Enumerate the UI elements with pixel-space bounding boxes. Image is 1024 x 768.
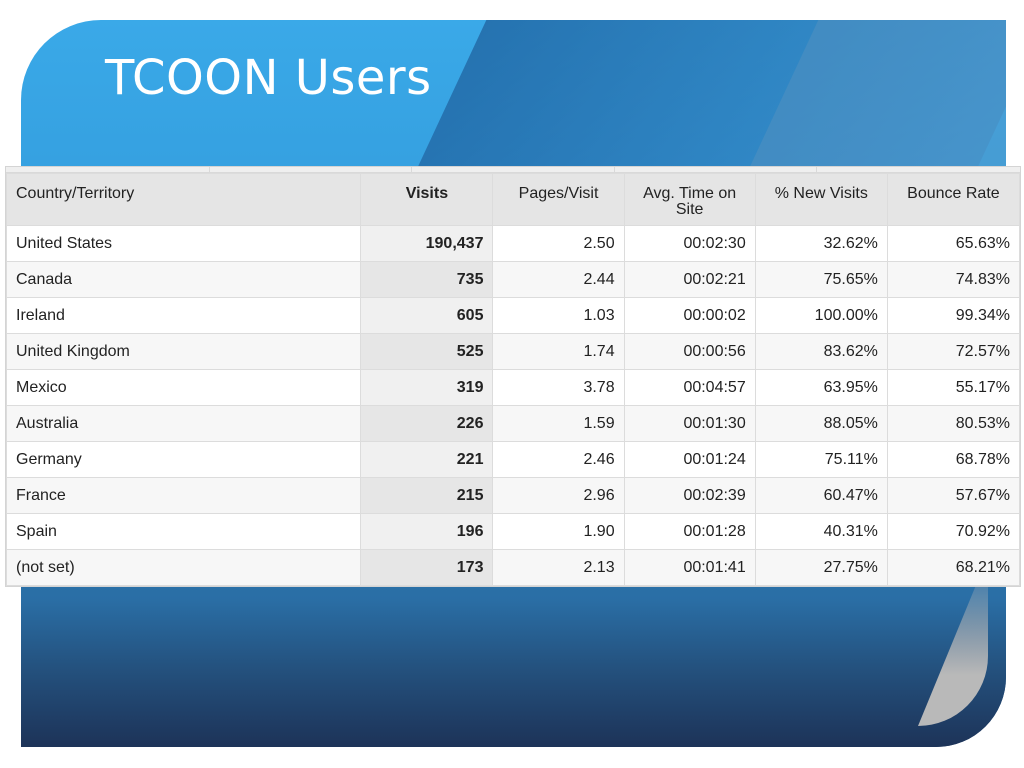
column-header-avg-time[interactable]: Avg. Time on Site xyxy=(623,173,756,226)
cell-avg-time: 00:02:39 xyxy=(623,477,756,514)
cell-avg-time: 00:01:30 xyxy=(623,405,756,442)
cell-pages-per-visit: 2.44 xyxy=(492,261,625,298)
cell-pages-per-visit: 1.59 xyxy=(492,405,625,442)
cell-visits: 215 xyxy=(360,477,494,514)
cell-visits: 735 xyxy=(360,261,494,298)
cell-avg-time: 00:02:30 xyxy=(623,225,756,262)
cell-visits: 226 xyxy=(360,405,494,442)
cell-visits: 196 xyxy=(360,513,494,550)
column-header-country[interactable]: Country/Territory xyxy=(5,173,362,226)
cell-country: Australia xyxy=(5,405,362,442)
cell-country: Canada xyxy=(5,261,362,298)
cell-pages-per-visit: 1.90 xyxy=(492,513,625,550)
table-row: Ireland 605 1.03 00:00:02 100.00% 99.34% xyxy=(5,297,1021,334)
cell-new-visits: 100.00% xyxy=(754,297,888,334)
cell-visits: 190,437 xyxy=(360,225,494,262)
cell-bounce-rate: 55.17% xyxy=(886,369,1021,406)
table-row: United States 190,437 2.50 00:02:30 32.6… xyxy=(5,225,1021,262)
country-visits-table: Country/Territory Visits Pages/Visit Avg… xyxy=(5,173,1021,586)
table-header-row: Country/Territory Visits Pages/Visit Avg… xyxy=(5,173,1021,226)
table-top-strip xyxy=(6,167,1020,173)
cell-new-visits: 40.31% xyxy=(754,513,888,550)
cell-bounce-rate: 70.92% xyxy=(886,513,1021,550)
cell-pages-per-visit: 1.74 xyxy=(492,333,625,370)
cell-avg-time: 00:02:21 xyxy=(623,261,756,298)
table-row: Australia 226 1.59 00:01:30 88.05% 80.53… xyxy=(5,405,1021,442)
cell-pages-per-visit: 2.46 xyxy=(492,441,625,478)
table-row: Spain 196 1.90 00:01:28 40.31% 70.92% xyxy=(5,513,1021,550)
slide-title: TCOON Users xyxy=(105,50,432,106)
table-row: United Kingdom 525 1.74 00:00:56 83.62% … xyxy=(5,333,1021,370)
table-row: Germany 221 2.46 00:01:24 75.11% 68.78% xyxy=(5,441,1021,478)
cell-visits: 173 xyxy=(360,549,494,586)
cell-avg-time: 00:04:57 xyxy=(623,369,756,406)
cell-avg-time: 00:01:24 xyxy=(623,441,756,478)
cell-country: (not set) xyxy=(5,549,362,586)
cell-country: Ireland xyxy=(5,297,362,334)
cell-visits: 319 xyxy=(360,369,494,406)
cell-visits: 221 xyxy=(360,441,494,478)
cell-new-visits: 27.75% xyxy=(754,549,888,586)
cell-avg-time: 00:00:02 xyxy=(623,297,756,334)
cell-bounce-rate: 72.57% xyxy=(886,333,1021,370)
column-header-bounce-rate[interactable]: Bounce Rate xyxy=(886,173,1021,226)
cell-new-visits: 32.62% xyxy=(754,225,888,262)
cell-visits: 605 xyxy=(360,297,494,334)
cell-avg-time: 00:01:41 xyxy=(623,549,756,586)
cell-new-visits: 63.95% xyxy=(754,369,888,406)
cell-bounce-rate: 99.34% xyxy=(886,297,1021,334)
table-row: (not set) 173 2.13 00:01:41 27.75% 68.21… xyxy=(5,549,1021,586)
table-row: Canada 735 2.44 00:02:21 75.65% 74.83% xyxy=(5,261,1021,298)
column-header-new-visits[interactable]: % New Visits xyxy=(754,173,888,226)
table-row: Mexico 319 3.78 00:04:57 63.95% 55.17% xyxy=(5,369,1021,406)
column-header-pages-per-visit[interactable]: Pages/Visit xyxy=(492,173,625,226)
analytics-table-container: Country/Territory Visits Pages/Visit Avg… xyxy=(5,166,1021,587)
cell-visits: 525 xyxy=(360,333,494,370)
cell-bounce-rate: 57.67% xyxy=(886,477,1021,514)
cell-country: Germany xyxy=(5,441,362,478)
cell-country: Spain xyxy=(5,513,362,550)
cell-new-visits: 75.65% xyxy=(754,261,888,298)
cell-country: France xyxy=(5,477,362,514)
slide-bottom-band xyxy=(21,600,1006,747)
cell-pages-per-visit: 2.13 xyxy=(492,549,625,586)
cell-pages-per-visit: 1.03 xyxy=(492,297,625,334)
cell-bounce-rate: 80.53% xyxy=(886,405,1021,442)
cell-country: United States xyxy=(5,225,362,262)
cell-new-visits: 88.05% xyxy=(754,405,888,442)
cell-country: United Kingdom xyxy=(5,333,362,370)
cell-avg-time: 00:00:56 xyxy=(623,333,756,370)
cell-pages-per-visit: 3.78 xyxy=(492,369,625,406)
cell-bounce-rate: 68.78% xyxy=(886,441,1021,478)
column-header-visits[interactable]: Visits xyxy=(360,173,494,226)
table-row: France 215 2.96 00:02:39 60.47% 57.67% xyxy=(5,477,1021,514)
cell-new-visits: 75.11% xyxy=(754,441,888,478)
cell-pages-per-visit: 2.50 xyxy=(492,225,625,262)
cell-new-visits: 60.47% xyxy=(754,477,888,514)
cell-bounce-rate: 68.21% xyxy=(886,549,1021,586)
cell-avg-time: 00:01:28 xyxy=(623,513,756,550)
cell-bounce-rate: 74.83% xyxy=(886,261,1021,298)
cell-bounce-rate: 65.63% xyxy=(886,225,1021,262)
cell-pages-per-visit: 2.96 xyxy=(492,477,625,514)
cell-new-visits: 83.62% xyxy=(754,333,888,370)
cell-country: Mexico xyxy=(5,369,362,406)
